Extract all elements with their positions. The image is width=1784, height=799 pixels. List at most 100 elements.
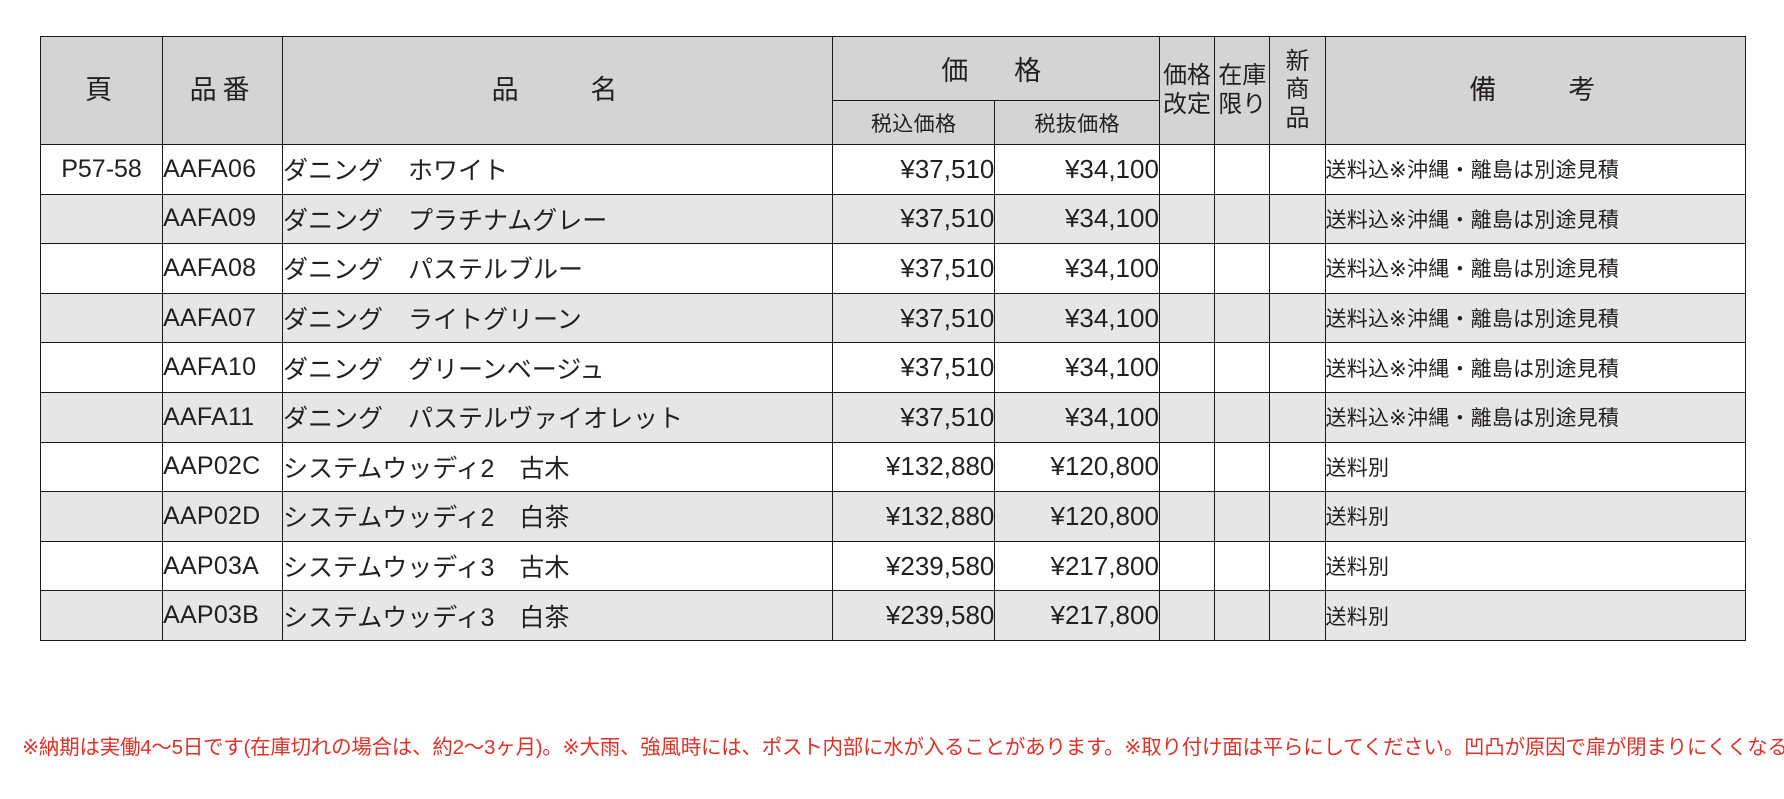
table-row: AAP02D システムウッディ2 白茶 ¥132,880 ¥120,800 送料別 [39,491,1747,542]
cell-remarks: 送料込※沖縄・離島は別途見積 [1324,342,1747,393]
cell-price-tax-excluded: ¥34,100 [994,342,1160,393]
cell-product-name: ダニング ライトグリーン [282,292,833,344]
table-row: AAFA10 ダニング グリーンベージュ ¥37,510 ¥34,100 送料込※沖縄・… [39,342,1747,393]
cell-product-name: システムウッディ3 古木 [282,540,833,592]
header-product-code: 品番 [162,36,284,145]
cell-product-name: システムウッディ2 古木 [282,441,833,493]
cell-product-name: ダニング グリーンベージュ [282,342,833,393]
header-price-revision-line1: 価格 [1163,62,1212,90]
cell-product-code: AAFA06 [162,144,284,195]
cell-product-name: ダニング パステルブルー [282,243,833,294]
cell-remarks: 送料込※沖縄・離島は別途見積 [1324,193,1747,245]
cell-price-tax-excluded: ¥120,800 [994,441,1160,493]
header-price-tax-excluded: 税抜価格 [994,100,1160,145]
cell-remarks: 送料込※沖縄・離島は別途見積 [1324,144,1747,195]
cell-remarks: 送料別 [1324,491,1747,542]
cell-price-tax-included: ¥37,510 [831,342,996,393]
cell-price-revision [1158,391,1216,443]
cell-product-code: AAFA07 [162,292,284,344]
cell-stock-limited [1214,243,1271,294]
header-new-item: 新 商 品 [1269,36,1326,145]
cell-page [39,540,164,592]
table-row: P57-58 AAFA06 ダニング ホワイト ¥37,510 ¥34,100 送料込※沖… [39,144,1747,195]
table-row: AAFA11 ダニング パステルヴァイオレット ¥37,510 ¥34,100 送料込※… [39,391,1747,443]
header-stock-limited-line2: 限り [1218,90,1267,118]
cell-new-item [1269,590,1326,641]
cell-price-tax-excluded: ¥34,100 [994,292,1160,344]
cell-stock-limited [1214,342,1271,393]
cell-price-tax-excluded: ¥34,100 [994,391,1160,443]
cell-page: P57-58 [39,144,164,195]
header-page: 頁 [39,36,164,145]
header-product-name: 品 名 [282,36,833,145]
cell-stock-limited [1214,540,1271,592]
table-row: AAFA09 ダニング プラチナムグレー ¥37,510 ¥34,100 送料込※沖縄・… [39,193,1747,245]
cell-price-tax-excluded: ¥34,100 [994,144,1160,195]
cell-new-item [1269,243,1326,294]
cell-new-item [1269,144,1326,195]
cell-product-name: システムウッディ3 白茶 [282,590,833,641]
header-stock-limited: 在庫 限り [1214,36,1271,145]
cell-product-code: AAFA08 [162,243,284,294]
cell-page [39,243,164,294]
cell-product-code: AAFA10 [162,342,284,393]
cell-page [39,391,164,443]
header-remarks: 備 考 [1324,36,1747,145]
cell-product-code: AAFA09 [162,193,284,245]
cell-price-revision [1158,590,1216,641]
cell-price-tax-included: ¥37,510 [831,144,996,195]
cell-price-tax-included: ¥37,510 [831,292,996,344]
cell-price-revision [1158,243,1216,294]
cell-product-name: ダニング プラチナムグレー [282,193,833,245]
cell-price-tax-included: ¥37,510 [831,243,996,294]
cell-stock-limited [1214,590,1271,641]
cell-new-item [1269,391,1326,443]
price-list-table: 頁 品番 品 名 価 格 価格 改定 在庫 限り 新 商 品 備 考 [39,36,1747,641]
cell-product-name: ダニング パステルヴァイオレット [282,391,833,443]
table-row: AAP02C システムウッディ2 古木 ¥132,880 ¥120,800 送料別 [39,441,1747,493]
cell-price-tax-excluded: ¥34,100 [994,243,1160,294]
cell-price-revision [1158,292,1216,344]
cell-remarks: 送料別 [1324,590,1747,641]
table-row: AAFA07 ダニング ライトグリーン ¥37,510 ¥34,100 送料込※沖縄・離… [39,292,1747,344]
cell-price-revision [1158,342,1216,393]
cell-product-code: AAP03A [162,540,284,592]
cell-price-tax-included: ¥37,510 [831,391,996,443]
cell-page [39,441,164,493]
cell-remarks: 送料込※沖縄・離島は別途見積 [1324,243,1747,294]
header-new-item-line3: 品 [1285,104,1310,132]
table-row: AAP03B システムウッディ3 白茶 ¥239,580 ¥217,800 送料別 [39,590,1747,641]
header-new-item-line1: 新 [1285,48,1310,76]
cell-page [39,193,164,245]
cell-new-item [1269,441,1326,493]
cell-page [39,590,164,641]
cell-price-tax-included: ¥37,510 [831,193,996,245]
cell-product-code: AAFA11 [162,391,284,443]
header-price-tax-included: 税込価格 [831,100,996,145]
header-row-2: 税込価格 税抜価格 [41,100,1746,145]
cell-product-code: AAP02D [162,491,284,542]
cell-price-revision [1158,441,1216,493]
cell-new-item [1269,342,1326,393]
cell-new-item [1269,540,1326,592]
cell-remarks: 送料込※沖縄・離島は別途見積 [1324,391,1747,443]
cell-stock-limited [1214,144,1271,195]
header-stock-limited-line1: 在庫 [1218,62,1267,90]
cell-price-tax-excluded: ¥217,800 [994,590,1160,641]
table-row: AAP03A システムウッディ3 古木 ¥239,580 ¥217,800 送料別 [39,540,1747,592]
cell-stock-limited [1214,491,1271,542]
table-header: 頁 品番 品 名 価 格 価格 改定 在庫 限り 新 商 品 備 考 [39,36,1747,145]
cell-new-item [1269,193,1326,245]
cell-price-revision [1158,144,1216,195]
cell-new-item [1269,292,1326,344]
cell-remarks: 送料別 [1324,540,1747,592]
cell-price-tax-excluded: ¥34,100 [994,193,1160,245]
header-price-revision: 価格 改定 [1158,36,1216,145]
cell-page [39,342,164,393]
header-price-group: 価 格 [831,36,1160,101]
cell-price-tax-included: ¥132,880 [831,441,996,493]
cell-page [39,491,164,542]
cell-price-tax-excluded: ¥120,800 [994,491,1160,542]
cell-stock-limited [1214,292,1271,344]
